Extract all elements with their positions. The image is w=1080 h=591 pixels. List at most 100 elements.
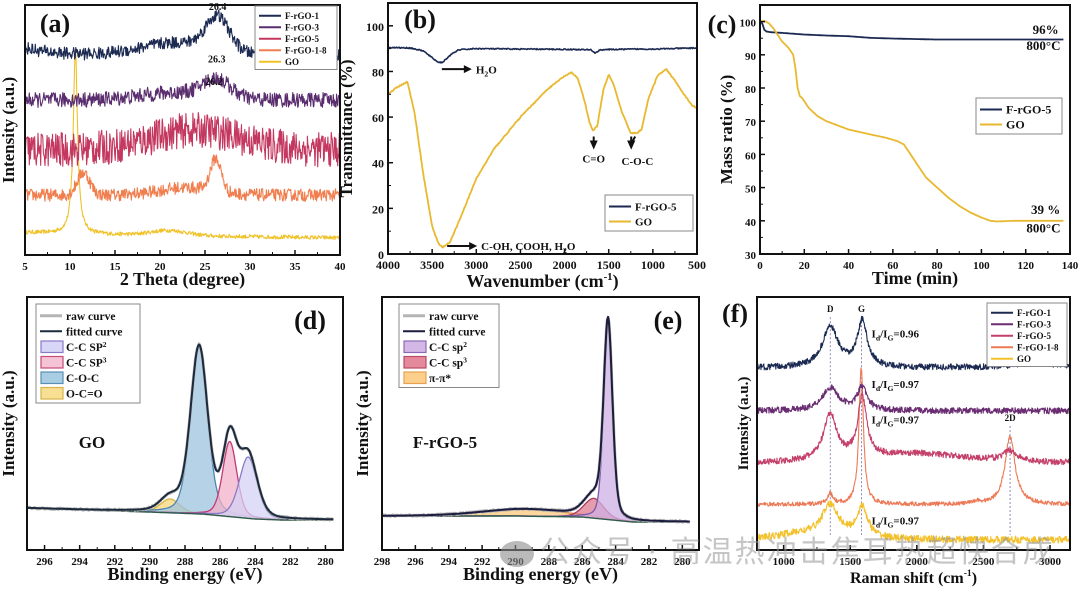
legend-label: F-rGO-1-8	[1017, 342, 1059, 352]
annotation-1: 800°C	[1026, 38, 1060, 53]
x-tick-label: 40	[335, 261, 347, 273]
legend-swatch	[40, 386, 64, 400]
x-tick-label: 280	[674, 556, 691, 568]
x-tick-label: 292	[107, 556, 124, 568]
series-line-f-rgo-3	[756, 383, 1071, 415]
legend-item: O-C=O	[40, 386, 103, 400]
x-tick-label: 500	[688, 258, 706, 272]
fitted-curve-line	[26, 343, 334, 521]
annotation-2: 39 %	[1031, 202, 1060, 217]
legend-item: F-rGO-3	[991, 319, 1051, 329]
x-tick-label: 282	[282, 556, 299, 568]
x-tick-label: 284	[247, 556, 264, 568]
x-tick-label: 288	[177, 556, 194, 568]
legend-item: GO	[259, 57, 299, 67]
legend-item: C-C sp2	[403, 340, 467, 354]
legend-item: fitted curve	[40, 326, 123, 338]
plot-frame	[381, 296, 700, 551]
legend-label: C-C SP3	[66, 355, 107, 369]
x-tick-label: 286	[212, 556, 229, 568]
x-tick-label: 284	[607, 556, 624, 568]
x-tick-label: 80	[932, 260, 944, 272]
legend-item: raw curve	[40, 311, 116, 323]
series-line-f-rgo-5	[756, 391, 1071, 466]
annotation-coc: C-O-C	[622, 156, 654, 168]
legend-item: F-rGO-5	[991, 331, 1051, 341]
legend-label: raw curve	[429, 311, 479, 323]
legend-label: F-rGO-1	[1017, 308, 1051, 318]
y-axis-title: Intensity (a.u.)	[0, 77, 18, 183]
legend-item: GO	[609, 216, 653, 228]
arrow-head-icon	[463, 65, 472, 74]
peak-label: 26.4	[209, 2, 227, 13]
panel-label-c: (c)	[708, 10, 737, 39]
legend-label: F-rGO-1-8	[285, 45, 327, 55]
legend-label: GO	[1017, 354, 1031, 364]
x-tick-label: 292	[474, 556, 491, 568]
y-tick-label: 70	[745, 117, 757, 129]
x-tick-label: 25	[200, 261, 212, 273]
series-line-f-rgo-1-8	[756, 367, 1071, 507]
x-tick-label: 2500	[508, 258, 532, 272]
y-tick-label: 90	[745, 51, 757, 63]
series-line-go	[387, 68, 698, 249]
legend-item: F-rGO-1	[991, 308, 1051, 318]
legend-item: GO	[991, 354, 1031, 364]
legend-label: GO	[285, 57, 299, 67]
x-axis-title: Binding energy (eV)	[463, 564, 618, 585]
ratio-annotation-3: Id/IG=0.97	[872, 516, 920, 530]
x-tick-label: 296	[36, 556, 53, 568]
series-line-f-rgo-5	[387, 46, 698, 64]
chart-b-ftir: 4000 3500 3000 2500 2000 1500 1000 500 0 20 40 60 80…	[337, 2, 706, 292]
component-area-c-c-sp-	[27, 457, 334, 520]
legend-label: raw curve	[66, 311, 116, 323]
x-tick-label: 296	[407, 556, 424, 568]
legend-b	[604, 194, 694, 232]
panel-label-f: (f)	[722, 299, 748, 328]
ratio-annotation-0: Id/IG=0.96	[872, 328, 920, 342]
legend-label: C-C sp3	[429, 355, 467, 369]
legend-label: fitted curve	[66, 326, 123, 338]
legend-item: C-C sp3	[403, 355, 467, 369]
x-tick-label: 120	[1017, 260, 1034, 272]
x-tick-label: 3000	[464, 258, 488, 272]
legend-label: O-C=O	[66, 388, 103, 400]
annotation-0: 96%	[1033, 22, 1059, 37]
y-tick-label: 50	[745, 184, 757, 196]
y-tick-label: 80	[745, 84, 757, 96]
chart-e-xps: 298 296 294 292 290 288 286 284 282 280(e)Binding…	[353, 296, 700, 585]
x-tick-label: 140	[1062, 260, 1079, 272]
y-axis-title: Transmittance (%)	[337, 59, 356, 197]
panel-label-e: (e)	[654, 306, 683, 335]
y-tick-label: 40	[745, 217, 757, 229]
x-tick-label: 40	[843, 260, 855, 272]
legend-label: GO	[635, 216, 653, 228]
band-marker-label: G	[858, 304, 865, 314]
band-marker-label: D	[827, 304, 834, 314]
y-tick-label: 100	[740, 18, 757, 30]
series-line-go	[756, 500, 1071, 544]
chart-c-tga: 0 20 40 60 80 100 120 14030405060708090100(c)Ti…	[708, 4, 1079, 289]
legend-label: GO	[1006, 118, 1025, 132]
x-tick-label: 100	[973, 260, 990, 272]
legend-d	[35, 303, 141, 404]
peak-label: 26.2	[205, 77, 223, 88]
y-tick-label: 100	[366, 20, 384, 34]
component-area-c-c-sp-	[382, 325, 690, 522]
ratio-annotation-1: Id/IG=0.97	[872, 379, 920, 393]
band-marker-label: 2D	[1005, 413, 1017, 423]
annotation-3: 800°C	[1026, 220, 1060, 235]
legend-item: π-π*	[403, 371, 451, 385]
legend-item: C-O-C	[40, 371, 99, 385]
x-tick-label: 286	[574, 556, 591, 568]
legend-label: F-rGO-5	[1017, 331, 1051, 341]
x-axis-title: Raman shift (cm-1)	[850, 568, 977, 587]
y-tick-label: 30	[745, 250, 757, 262]
series-line-f-rgo-5	[24, 112, 341, 168]
legend-item: F-rGO-1-8	[259, 45, 327, 55]
x-tick-label: 15	[110, 261, 122, 273]
series-line-f-rgo-5	[759, 20, 1064, 41]
legend-item: fitted curve	[403, 326, 486, 338]
peak-label: 26.3	[208, 55, 226, 66]
